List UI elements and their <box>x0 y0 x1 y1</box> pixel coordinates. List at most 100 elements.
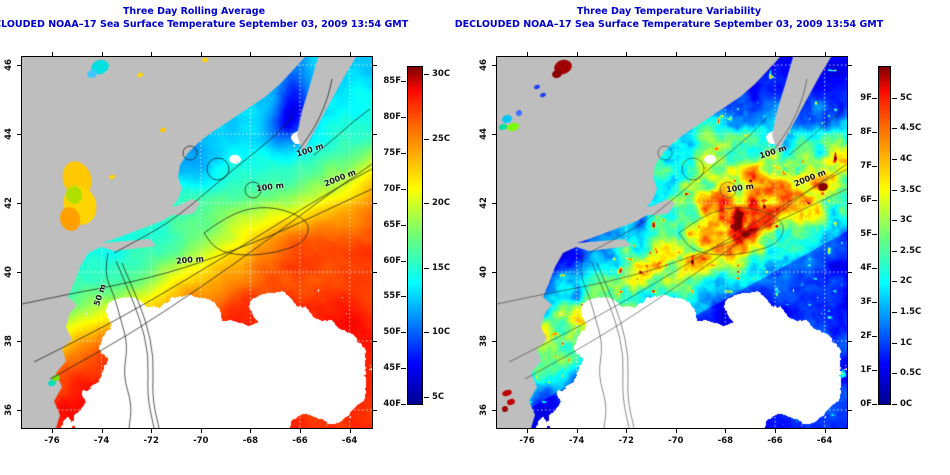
colorbar-f-tick <box>401 368 406 370</box>
x-axis-tick <box>576 428 578 433</box>
colorbar-c-label: 3.5C <box>900 184 922 195</box>
x-tick-label: -72 <box>618 436 634 446</box>
y-tick-label: 42 <box>479 197 489 209</box>
y-tick-label: 44 <box>479 128 489 140</box>
colorbar-f-tick <box>872 267 877 269</box>
x-axis-tick <box>824 428 826 433</box>
y-tick-label: 40 <box>4 266 14 278</box>
x-axis-tick-top <box>576 52 578 57</box>
sst-variability-colorbar <box>878 66 891 405</box>
y-axis-tick-right <box>372 203 377 204</box>
y-tick-label: 40 <box>479 266 489 278</box>
x-tick-label: -76 <box>519 436 535 446</box>
sst-average-map <box>21 56 373 429</box>
colorbar-c-tick <box>892 342 897 344</box>
colorbar-c-label: 4C <box>900 153 913 164</box>
x-tick-label: -72 <box>143 436 159 446</box>
colorbar-f-label: 60F <box>383 255 401 266</box>
x-tick-label: -70 <box>668 436 684 446</box>
colorbar-f-tick <box>872 131 877 133</box>
y-axis-tick <box>492 341 497 342</box>
colorbar-c-tick <box>892 281 897 283</box>
colorbar-c-tick <box>892 373 897 375</box>
x-axis-tick-top <box>300 52 301 57</box>
colorbar-f-label: 3F <box>860 296 872 307</box>
colorbar-c-label: 1.5C <box>900 307 922 318</box>
x-axis-tick-top <box>250 52 252 57</box>
colorbar-f-label: 6F <box>860 194 872 205</box>
x-axis-tick <box>626 428 628 433</box>
colorbar-f-label: 80F <box>383 112 401 123</box>
sst-average-colorbar <box>407 66 423 405</box>
y-axis-tick <box>17 272 22 273</box>
colorbar-c-label: 4.5C <box>900 123 922 134</box>
y-tick-label: 46 <box>4 59 14 71</box>
x-tick-label: -64 <box>341 436 358 446</box>
colorbar-f-tick <box>401 332 406 334</box>
colorbar-f-label: 7F <box>860 160 872 171</box>
y-axis-tick-right <box>847 134 852 135</box>
y-axis-tick <box>492 65 497 66</box>
colorbar-c-label: 0C <box>900 399 913 409</box>
colorbar-c-label: 2C <box>900 276 913 287</box>
x-axis-tick-top <box>626 52 628 57</box>
colorbar-c-tick <box>424 74 429 76</box>
colorbar-c-label: 25C <box>432 133 451 144</box>
x-axis-tick-top <box>527 52 528 57</box>
x-axis-tick <box>52 428 53 433</box>
x-axis-tick-top <box>775 52 776 57</box>
colorbar-f-tick <box>872 233 877 235</box>
x-tick-label: -68 <box>242 436 259 446</box>
x-axis-tick <box>250 428 252 433</box>
colorbar-c-tick <box>424 332 429 334</box>
colorbar-f-label: 65F <box>383 219 401 230</box>
x-tick-label: -70 <box>193 436 209 446</box>
y-axis-tick <box>17 134 22 135</box>
y-axis-tick <box>492 203 497 204</box>
y-axis-tick <box>17 341 22 342</box>
x-axis-tick-top <box>675 52 677 57</box>
y-axis-tick-right <box>847 272 852 273</box>
colorbar-f-label: 8F <box>860 126 872 137</box>
colorbar-f-tick <box>401 224 406 226</box>
colorbar-f-tick <box>401 81 406 83</box>
y-axis-tick <box>492 134 497 135</box>
y-tick-label: 38 <box>479 335 489 347</box>
x-axis-tick-top <box>725 52 727 57</box>
x-tick-label: -74 <box>568 436 585 446</box>
colorbar-c-tick <box>892 128 897 130</box>
x-axis-tick-top <box>52 52 53 57</box>
colorbar-f-tick <box>401 117 406 119</box>
colorbar-f-label: 70F <box>383 183 401 194</box>
colorbar-c-tick <box>892 220 897 222</box>
x-axis-tick-top <box>824 52 826 57</box>
x-axis-tick-top <box>151 52 153 57</box>
x-tick-label: -66 <box>292 436 308 446</box>
x-tick-label: -76 <box>44 436 60 446</box>
y-tick-label: 46 <box>479 59 489 71</box>
panel-subtitle: DECLOUDED NOAA–17 Sea Surface Temperatur… <box>0 19 409 30</box>
panel-subtitle: DECLOUDED NOAA–17 Sea Surface Temperatur… <box>454 19 884 30</box>
colorbar-c-tick <box>424 138 429 140</box>
colorbar-c-label: 1C <box>900 337 913 348</box>
colorbar-f-label: 2F <box>860 330 872 341</box>
sst-variability-map <box>496 56 848 429</box>
colorbar-c-label: 2.5C <box>900 245 922 256</box>
y-tick-label: 42 <box>4 197 14 209</box>
x-axis-tick <box>349 428 351 433</box>
colorbar-f-tick <box>401 403 406 405</box>
colorbar-f-label: 45F <box>383 363 401 374</box>
colorbar-c-label: 5C <box>900 92 913 103</box>
colorbar-f-tick <box>872 301 877 303</box>
y-tick-label: 44 <box>4 128 14 140</box>
x-tick-label: -74 <box>93 436 110 446</box>
x-axis-tick-top <box>349 52 351 57</box>
colorbar-c-label: 30C <box>432 69 451 80</box>
colorbar-f-label: 40F <box>383 398 401 409</box>
x-axis-tick <box>775 428 776 433</box>
colorbar-c-tick <box>892 250 897 252</box>
x-axis-tick-top <box>101 52 103 57</box>
x-tick-label: -64 <box>816 436 833 446</box>
colorbar-f-tick <box>872 97 877 99</box>
colorbar-f-label: 4F <box>860 262 872 273</box>
